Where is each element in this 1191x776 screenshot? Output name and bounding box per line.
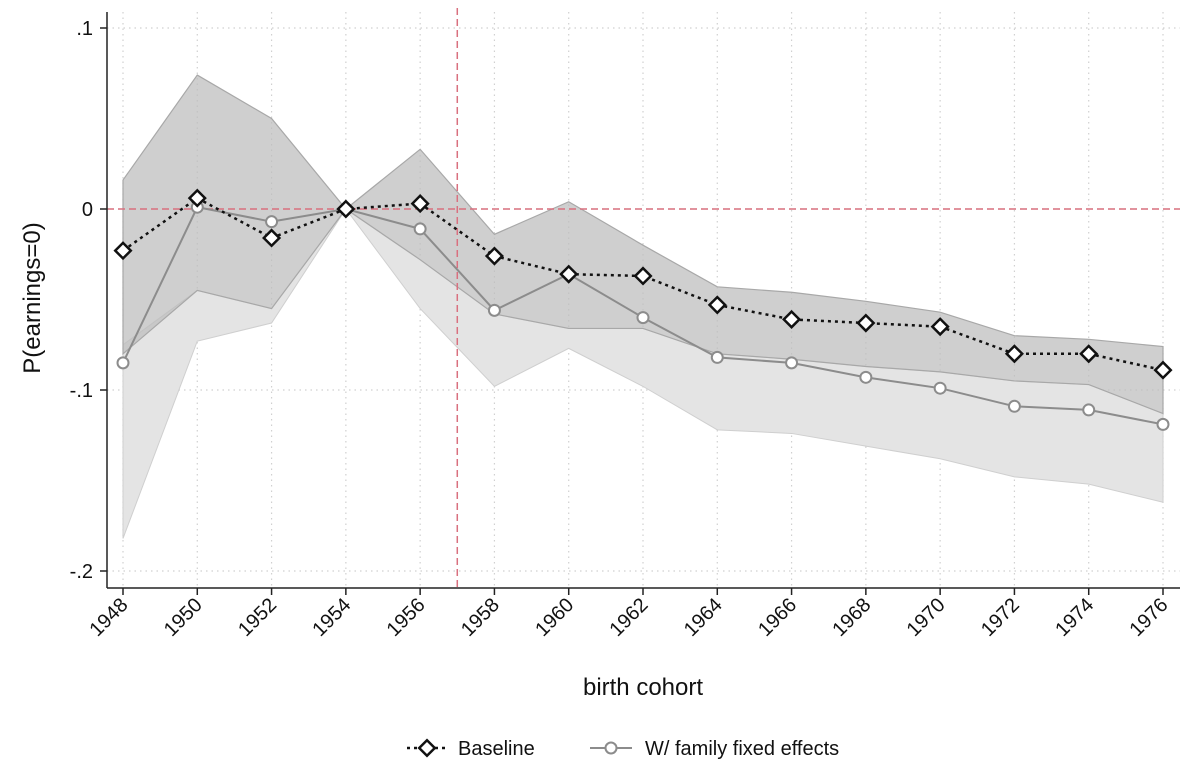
family-fe-point (710, 350, 724, 364)
family-fe-point (413, 222, 427, 236)
baseline-point (633, 266, 653, 286)
y-tick-label: .1 (76, 18, 93, 40)
y-tick-labels: .1 0 -.1 -.2 (70, 18, 93, 583)
baseline-point (1079, 344, 1099, 364)
legend-item-family-fe: W/ family fixed effects (590, 738, 839, 760)
baseline-point (930, 317, 950, 337)
y-tick-label: 0 (82, 199, 93, 221)
baseline-point (336, 199, 356, 219)
legend-baseline-diamond-icon (417, 738, 437, 758)
family-fe-point (1007, 399, 1021, 413)
axes (100, 12, 1180, 595)
legend-family-fe-circle-icon (604, 741, 618, 755)
series-markers (113, 188, 1173, 431)
baseline-point (187, 188, 207, 208)
legend: Baseline W/ family fixed effects (407, 738, 839, 760)
baseline-point (559, 264, 579, 284)
legend-label-family-fe: W/ family fixed effects (645, 738, 839, 760)
family-fe-point (1156, 417, 1170, 431)
family-fe-point (785, 356, 799, 370)
y-tick-label: -.1 (70, 380, 93, 402)
y-tick-label: -.2 (70, 561, 93, 583)
baseline-point (484, 246, 504, 266)
y-axis-title: P(earnings=0) (19, 222, 46, 373)
baseline-point (782, 309, 802, 329)
baseline-point (113, 241, 133, 261)
family-fe-point (636, 311, 650, 325)
baseline-ci-band (122, 74, 1164, 415)
x-axis-title: birth cohort (583, 674, 703, 701)
family-fe-point (933, 381, 947, 395)
baseline-point (1004, 344, 1024, 364)
legend-label-baseline: Baseline (458, 738, 535, 760)
baseline-point (1153, 360, 1173, 380)
family-fe-point (487, 303, 501, 317)
baseline-point (262, 228, 282, 248)
family-fe-point (859, 370, 873, 384)
reference-lines (107, 8, 1180, 588)
baseline-point (707, 295, 727, 315)
legend-item-baseline: Baseline (407, 738, 535, 760)
baseline-point (856, 313, 876, 333)
family-fe-point (116, 356, 130, 370)
family-fe-point (265, 215, 279, 229)
baseline-point (410, 194, 430, 214)
family-fe-point (1082, 403, 1096, 417)
